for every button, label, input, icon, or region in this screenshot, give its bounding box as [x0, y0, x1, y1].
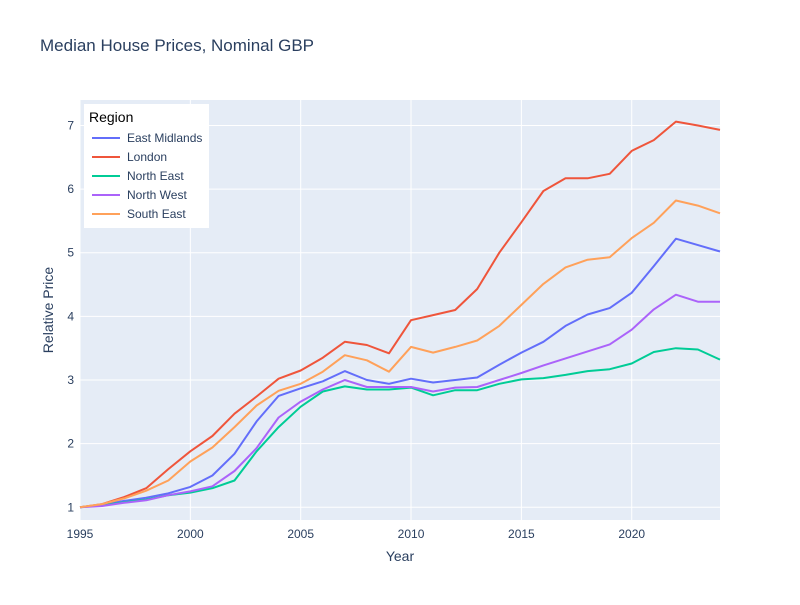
legend-label: South East [127, 207, 186, 221]
series-line-east-midlands[interactable] [79, 237, 721, 509]
series-layer [79, 120, 721, 509]
legend-label: London [127, 150, 167, 164]
series-line-london[interactable] [79, 120, 721, 509]
y-tick-label: 3 [67, 373, 74, 387]
y-tick-label: 6 [67, 182, 74, 196]
y-tick-label: 4 [67, 309, 74, 323]
legend-item-east-midlands[interactable]: East Midlands [92, 131, 202, 145]
legend-label: North West [127, 188, 187, 202]
x-tick-label: 2005 [287, 527, 314, 541]
legend[interactable]: Region East Midlands London North East Nort… [84, 104, 209, 228]
y-axis-title: Relative Price [40, 267, 56, 354]
legend-box [84, 104, 209, 228]
y-tick-label: 1 [67, 500, 74, 514]
legend-label: East Midlands [127, 131, 202, 145]
chart-title: Median House Prices, Nominal GBP [40, 36, 314, 55]
x-axis-title: Year [386, 548, 415, 564]
y-tick-label: 5 [67, 246, 74, 260]
x-tick-label: 2010 [398, 527, 425, 541]
legend-label: North East [127, 169, 184, 183]
legend-title: Region [89, 109, 133, 125]
legend-items[interactable]: East Midlands London North East North West S… [92, 131, 202, 221]
legend-item-north-west[interactable]: North West [92, 188, 187, 202]
legend-item-south-east[interactable]: South East [92, 207, 186, 221]
tick-layer: 1995 2000 2005 2010 2015 2020 1 2 3 4 5 6 7 [67, 118, 646, 541]
x-tick-label: 2015 [508, 527, 535, 541]
x-tick-label: 2000 [177, 527, 204, 541]
legend-item-london[interactable]: London [92, 150, 167, 164]
x-tick-label: 1995 [67, 527, 94, 541]
y-tick-label: 2 [67, 437, 74, 451]
series-line-north-west[interactable] [79, 293, 720, 509]
series-line-south-east[interactable] [79, 199, 721, 509]
y-tick-label: 7 [67, 118, 74, 132]
x-tick-label: 2020 [618, 527, 645, 541]
legend-item-north-east[interactable]: North East [92, 169, 184, 183]
